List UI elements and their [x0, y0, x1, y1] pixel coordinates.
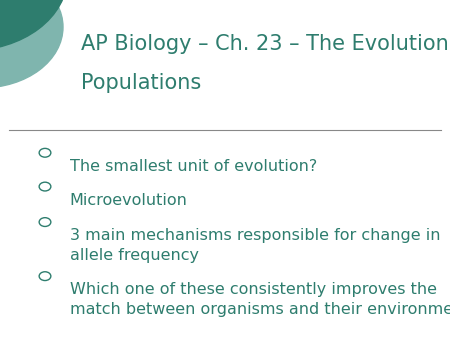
Text: Microevolution: Microevolution	[70, 193, 188, 208]
Circle shape	[0, 0, 68, 51]
Text: 3 main mechanisms responsible for change in
allele frequency: 3 main mechanisms responsible for change…	[70, 228, 440, 263]
Text: The smallest unit of evolution?: The smallest unit of evolution?	[70, 159, 317, 174]
Text: AP Biology – Ch. 23 – The Evolution of: AP Biology – Ch. 23 – The Evolution of	[81, 34, 450, 54]
Text: Populations: Populations	[81, 73, 201, 93]
Circle shape	[0, 0, 63, 88]
Text: Which one of these consistently improves the
match between organisms and their e: Which one of these consistently improves…	[70, 282, 450, 317]
